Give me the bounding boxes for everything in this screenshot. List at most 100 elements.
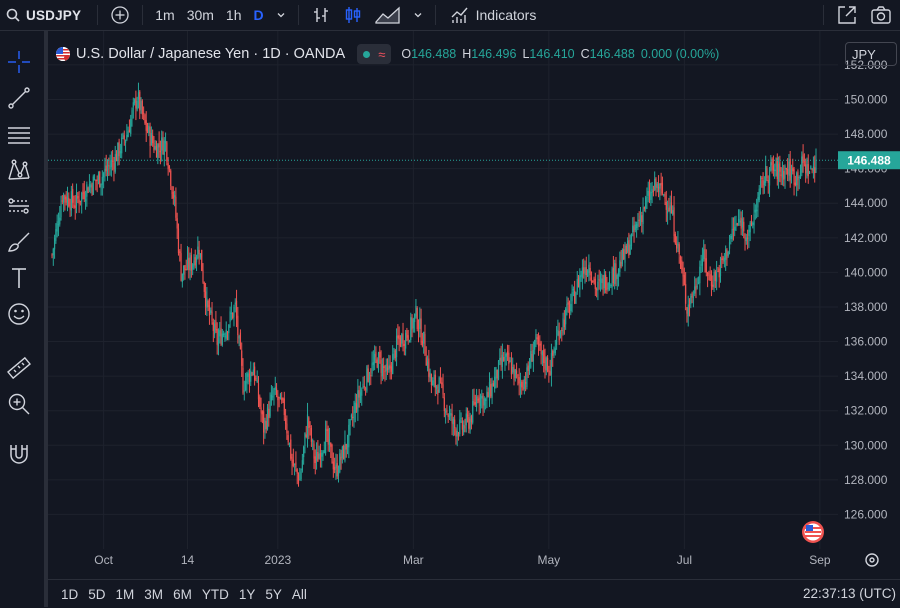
candle-body <box>388 365 390 370</box>
candle-body <box>332 461 334 470</box>
candle-body <box>189 257 191 271</box>
candle-body <box>703 249 705 260</box>
candle-body <box>629 244 631 255</box>
candle-body <box>669 205 671 214</box>
candle-body <box>69 207 71 210</box>
zoom-in-icon <box>8 393 30 415</box>
candle-body <box>451 413 453 424</box>
trend-line-tool[interactable] <box>4 83 34 113</box>
range-5y[interactable]: 5Y <box>265 586 282 602</box>
candle-body <box>696 286 698 288</box>
add-circle-icon <box>111 6 129 24</box>
forecast-tool[interactable] <box>4 191 34 221</box>
zoom-tool[interactable] <box>4 389 34 419</box>
ohlc-values: O146.488 H146.496 L146.410 C146.488 0.00… <box>401 47 719 61</box>
candle-body <box>494 376 496 389</box>
candle-body <box>536 337 538 340</box>
interval-1m[interactable]: 1m <box>155 7 175 23</box>
price-tick-label: 152.000 <box>844 58 888 72</box>
interval-1h[interactable]: 1h <box>225 7 242 23</box>
range-6m[interactable]: 6M <box>173 586 192 602</box>
candle-body <box>161 137 163 151</box>
candle-body <box>757 196 759 208</box>
candle-body <box>405 333 407 349</box>
candle-body <box>636 223 638 229</box>
candle-body <box>718 268 720 278</box>
snapshot-button[interactable] <box>864 0 900 30</box>
candle-body <box>737 219 740 222</box>
candle-body <box>241 350 243 366</box>
interval-dropdown[interactable] <box>270 0 292 30</box>
compare-symbol-button[interactable] <box>104 0 136 30</box>
symbol-search[interactable]: USDJPY <box>0 0 91 30</box>
candle-body <box>259 396 261 407</box>
fullscreen-button[interactable] <box>830 0 864 30</box>
candle-body <box>608 282 611 284</box>
range-1m[interactable]: 1M <box>115 586 135 602</box>
text-tool[interactable] <box>4 263 34 293</box>
candle-body <box>588 264 590 273</box>
candle-body <box>656 183 658 189</box>
magnet-tool[interactable] <box>4 439 34 469</box>
candle-body <box>706 272 709 277</box>
time-tick-label: Mar <box>403 553 424 567</box>
currency-button[interactable]: JPY <box>845 42 897 66</box>
candle-body <box>199 253 202 258</box>
candle-body <box>331 444 333 464</box>
horizontal-lines-tool[interactable] <box>4 119 34 149</box>
candle-body <box>75 192 78 206</box>
candle-body <box>380 359 382 373</box>
candle-body <box>535 334 537 342</box>
emoji-tool[interactable] <box>4 299 34 329</box>
candle-body <box>150 132 152 146</box>
range-1d[interactable]: 1D <box>61 586 79 602</box>
candle-body <box>443 397 445 412</box>
candle-body <box>506 351 509 355</box>
market-status-pill[interactable]: ≈ <box>357 44 392 64</box>
price-chart[interactable]: 152.000150.000148.000146.000144.000142.0… <box>48 31 900 579</box>
candle-body <box>95 179 97 182</box>
interval-30m[interactable]: 30m <box>186 7 214 23</box>
candle-body <box>770 162 772 171</box>
candle-body <box>106 168 109 170</box>
candle-body <box>141 100 143 115</box>
candle-body <box>557 329 559 336</box>
area-style-button[interactable] <box>369 0 407 30</box>
chart-style-dropdown[interactable] <box>407 0 429 30</box>
candle-body <box>630 233 633 247</box>
utc-clock[interactable]: 22:37:13 (UTC) <box>802 586 896 601</box>
indicators-button[interactable]: Indicators <box>442 5 545 25</box>
candle-body <box>811 168 813 170</box>
range-all[interactable]: All <box>291 586 307 602</box>
candle-body <box>619 260 621 273</box>
range-5d[interactable]: 5D <box>88 586 106 602</box>
candle-body <box>719 259 722 276</box>
measure-tool[interactable] <box>4 353 34 383</box>
range-1y[interactable]: 1Y <box>238 586 256 602</box>
candle-body <box>450 413 452 416</box>
candle-body <box>282 398 284 400</box>
candle-body <box>660 182 662 186</box>
chart-title[interactable]: U.S. Dollar / Japanese Yen · 1D · OANDA <box>76 46 346 62</box>
horizontal-lines-icon <box>8 127 30 144</box>
candle-body <box>355 403 358 410</box>
candle-body <box>365 388 367 390</box>
interval-d[interactable]: D <box>253 7 264 23</box>
candle-body <box>376 359 378 368</box>
pattern-tool[interactable] <box>4 155 34 185</box>
candle-body <box>186 257 189 268</box>
candle-body <box>568 303 571 314</box>
candle-body <box>783 171 785 180</box>
crosshair-tool[interactable] <box>4 47 34 77</box>
range-ytd[interactable]: YTD <box>201 586 229 602</box>
price-axis: 152.000150.000148.000146.000144.000142.0… <box>844 58 888 521</box>
candle-body <box>336 463 338 477</box>
area-chart-icon <box>374 6 400 24</box>
brush-tool[interactable] <box>4 227 34 257</box>
bars-style-button[interactable] <box>305 0 337 30</box>
candle-body <box>392 353 394 375</box>
candle-body <box>230 312 232 314</box>
range-3m[interactable]: 3M <box>144 586 164 602</box>
candles-style-button[interactable] <box>337 0 369 30</box>
price-tick-label: 132.000 <box>844 404 888 418</box>
